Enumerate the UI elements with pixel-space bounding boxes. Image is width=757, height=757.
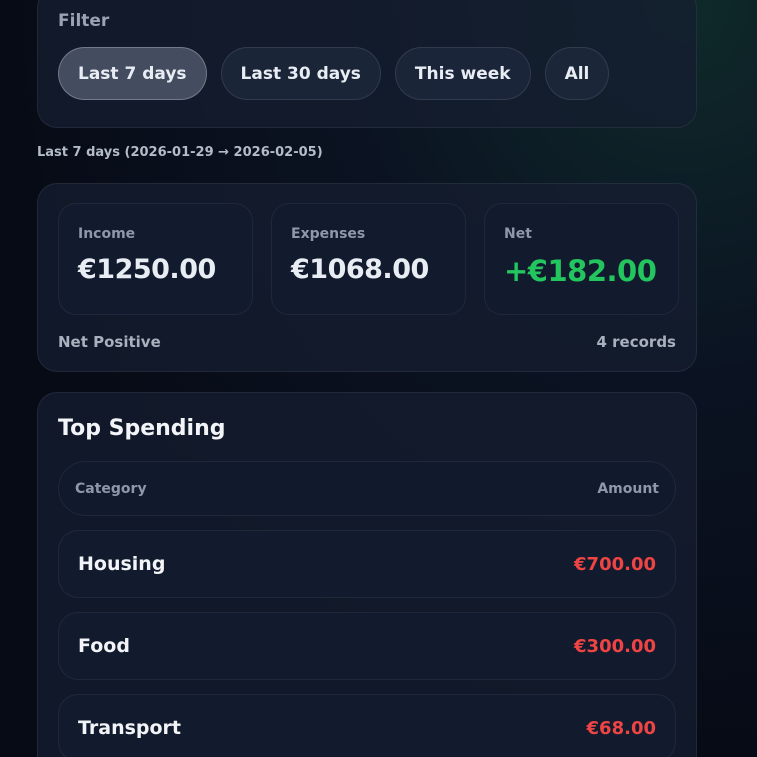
- column-amount: Amount: [597, 480, 659, 497]
- table-header: Category Amount: [58, 461, 676, 516]
- row-amount: €68.00: [586, 717, 656, 739]
- row-amount: €300.00: [574, 635, 656, 657]
- record-count: 4 records: [596, 333, 677, 351]
- top-spending-title: Top Spending: [58, 416, 226, 441]
- range-caption: Last 7 days (2026-01-29 → 2026-02-05): [37, 145, 323, 160]
- income-label: Income: [78, 226, 136, 242]
- row-amount: €700.00: [574, 553, 656, 575]
- row-category: Housing: [78, 553, 166, 575]
- filter-all[interactable]: All: [544, 47, 610, 100]
- table-row: Food €300.00: [58, 612, 676, 680]
- filter-last-7-days[interactable]: Last 7 days: [58, 47, 207, 100]
- table-row: Transport €68.00: [58, 694, 676, 757]
- table-row: Housing €700.00: [58, 530, 676, 598]
- top-spending-card: Top Spending Category Amount Housing €70…: [37, 392, 697, 757]
- net-label: Net: [504, 226, 532, 242]
- filter-label: Filter: [58, 11, 110, 31]
- row-category: Transport: [78, 717, 182, 739]
- expenses-value: €1068.00: [291, 254, 429, 285]
- row-category: Food: [78, 635, 130, 657]
- net-stat: Net +€182.00: [484, 203, 679, 315]
- net-status: Net Positive: [58, 333, 161, 351]
- filter-chips: Last 7 days Last 30 days This week All: [58, 47, 610, 100]
- net-value: +€182.00: [504, 254, 657, 288]
- income-stat: Income €1250.00: [58, 203, 253, 315]
- filter-last-30-days[interactable]: Last 30 days: [220, 47, 381, 100]
- expenses-stat: Expenses €1068.00: [271, 203, 466, 315]
- expenses-label: Expenses: [291, 226, 366, 242]
- column-category: Category: [75, 480, 147, 497]
- filter-this-week[interactable]: This week: [394, 47, 531, 100]
- summary-card: Income €1250.00 Expenses €1068.00 Net +€…: [37, 183, 697, 372]
- income-value: €1250.00: [78, 254, 216, 285]
- filter-card: Filter Last 7 days Last 30 days This wee…: [37, 0, 697, 128]
